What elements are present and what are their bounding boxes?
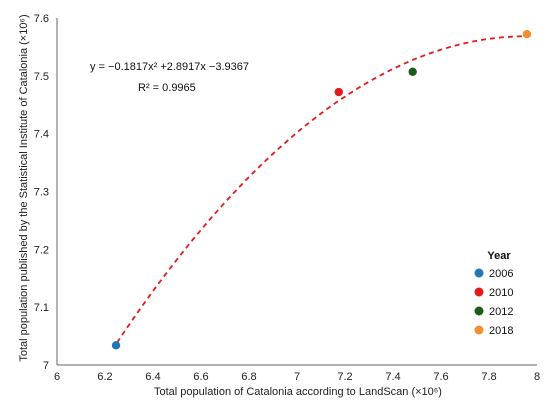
legend-marker-2006 xyxy=(474,268,484,278)
data-point-2018 xyxy=(522,29,532,39)
x-tick-label: 6.6 xyxy=(193,371,208,383)
y-tick-label: 7.5 xyxy=(34,71,49,83)
data-point-2010 xyxy=(334,87,343,97)
legend-marker-2012 xyxy=(474,306,484,316)
data-point-2006 xyxy=(111,341,121,350)
trendline xyxy=(116,35,528,344)
x-axis-label: Total population of Catalonia according … xyxy=(154,386,442,398)
x-tick-label: 7 xyxy=(294,371,300,383)
x-tick-label: 8 xyxy=(534,371,540,383)
y-tick-label: 7.2 xyxy=(34,244,49,256)
x-tick-label: 7.2 xyxy=(337,371,352,383)
x-tick-label: 6 xyxy=(54,371,60,383)
x-tick-label: 6.8 xyxy=(241,371,256,383)
r-squared-label: R² = 0.9965 xyxy=(138,82,196,94)
x-tick-label: 6.2 xyxy=(97,371,112,383)
x-tick-label: 7.8 xyxy=(481,371,496,383)
x-tick-label: 6.4 xyxy=(145,371,160,383)
x-tick-label: 7.4 xyxy=(385,371,400,383)
y-tick-label: 7.3 xyxy=(34,187,49,199)
legend-title: Year xyxy=(487,250,511,262)
legend-items: 2006 2010 2012 2018 xyxy=(474,268,513,337)
axes xyxy=(56,18,537,366)
y-tick-label: 7 xyxy=(43,360,49,372)
legend-label-2018: 2018 xyxy=(489,325,513,337)
legend-marker-2018 xyxy=(474,325,484,335)
legend: Year 2006 2010 2012 2018 xyxy=(474,250,513,337)
legend-label-2010: 2010 xyxy=(489,287,513,299)
legend-label-2006: 2006 xyxy=(489,268,513,280)
y-tick-labels: 7 7.1 7.2 7.3 7.4 7.5 7.6 xyxy=(34,13,49,372)
legend-marker-2010 xyxy=(474,287,484,297)
data-points xyxy=(111,29,532,350)
x-tick-label: 7.6 xyxy=(433,371,448,383)
y-tick-label: 7.1 xyxy=(34,302,49,314)
data-point-2012 xyxy=(408,67,417,76)
legend-label-2012: 2012 xyxy=(489,306,513,318)
y-tick-label: 7.4 xyxy=(34,129,49,141)
x-tick-labels: 6 6.2 6.4 6.6 6.8 7 7.2 7.4 7.6 7.8 8 xyxy=(54,371,540,383)
trendline-equation: y = −0.1817x² +2.8917x −3.9367 xyxy=(90,61,249,73)
y-tick-label: 7.6 xyxy=(34,13,49,25)
y-axis-label: Total population published by the Statis… xyxy=(18,14,30,361)
